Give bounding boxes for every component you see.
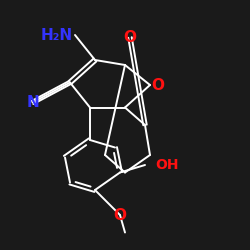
- Text: OH: OH: [155, 158, 178, 172]
- Text: N: N: [26, 95, 39, 110]
- Text: O: O: [114, 208, 126, 222]
- Text: O: O: [151, 78, 164, 92]
- Text: O: O: [124, 30, 136, 45]
- Text: H₂N: H₂N: [40, 28, 72, 42]
